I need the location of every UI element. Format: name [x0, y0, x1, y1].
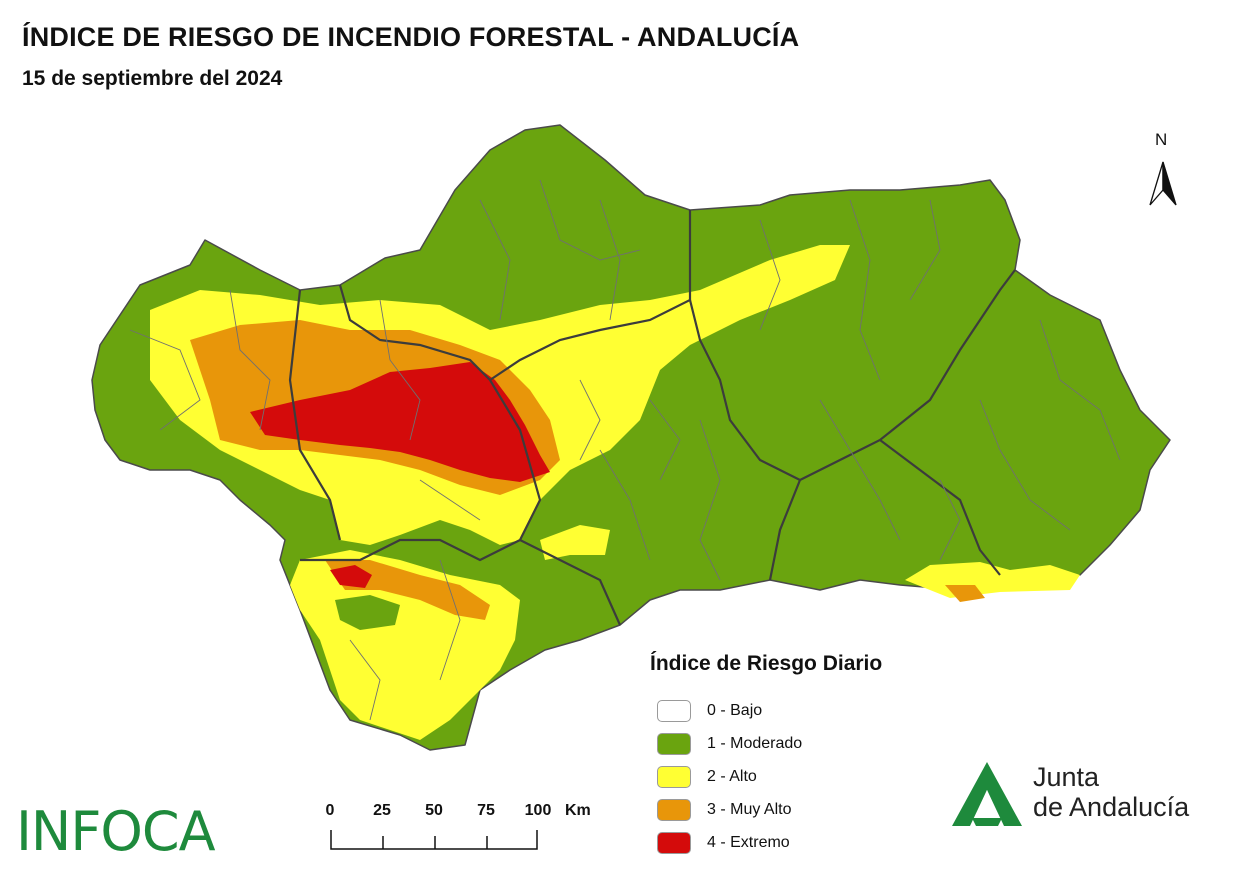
legend-swatch [657, 732, 691, 755]
legend-label: 2 - Alto [707, 767, 757, 785]
region-alto-strip [540, 525, 610, 560]
legend: Índice de Riesgo Diario 0 - Bajo 1 - Mod… [650, 652, 882, 859]
legend-item-muy-alto: 3 - Muy Alto [650, 793, 882, 826]
legend-label: 1 - Moderado [707, 734, 803, 752]
scale-tick-label: 50 [425, 802, 443, 819]
legend-swatch [657, 831, 691, 854]
province-borders [288, 210, 1016, 626]
legend-swatch [657, 798, 691, 821]
legend-item-alto: 2 - Alto [650, 760, 882, 793]
junta-andalucia-text: Junta de Andalucía [1033, 762, 1189, 822]
legend-item-bajo: 0 - Bajo [650, 694, 882, 727]
region-extremo-main [250, 362, 550, 482]
map-date: 15 de septiembre del 2024 [22, 67, 283, 90]
legend-item-moderado: 1 - Moderado [650, 727, 882, 760]
scale-tick-label: 25 [373, 802, 391, 819]
junta-andalucia-logo-icon [952, 762, 1022, 826]
legend-item-extremo: 4 - Extremo [650, 826, 882, 859]
region-extremo-south [330, 565, 372, 588]
scale-bar: 0 25 50 75 100 Km [322, 800, 622, 860]
region-extremo-small [335, 595, 400, 630]
legend-label: 4 - Extremo [707, 833, 790, 851]
north-arrow-icon [1149, 161, 1177, 206]
scale-tick-label: 75 [477, 802, 495, 819]
infoca-logo: INFOCA [16, 800, 216, 863]
junta-text-line1: Junta [1033, 762, 1100, 792]
legend-label: 3 - Muy Alto [707, 800, 792, 818]
north-label: N [1155, 130, 1168, 149]
scale-unit: Km [565, 802, 591, 819]
municipal-borders [129, 179, 1121, 721]
region-muyalto-east [945, 585, 985, 602]
legend-swatch [657, 765, 691, 788]
map-title: ÍNDICE DE RIESGO DE INCENDIO FORESTAL - … [22, 22, 800, 52]
legend-title: Índice de Riesgo Diario [650, 652, 883, 675]
scale-tick-label: 100 [524, 802, 552, 819]
region-alto-east [905, 562, 1080, 598]
scale-tick-label: 0 [325, 802, 335, 819]
scale-bar-line [330, 830, 538, 850]
legend-label: 0 - Bajo [707, 701, 763, 719]
junta-text-line2: de Andalucía [1033, 792, 1190, 822]
legend-swatch [657, 699, 691, 722]
